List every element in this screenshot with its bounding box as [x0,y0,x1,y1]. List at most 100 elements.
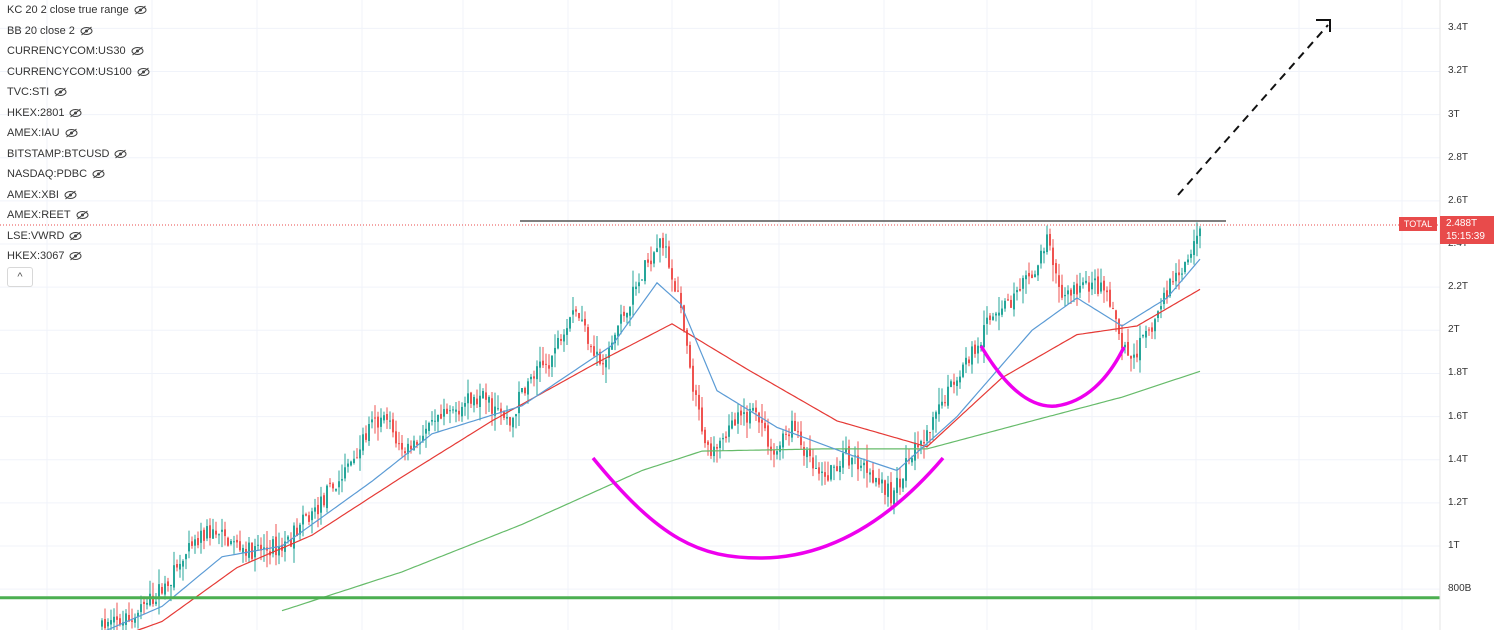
candle [617,325,619,346]
eye-hidden-icon[interactable] [80,26,93,36]
candle [947,374,949,409]
legend-item[interactable]: CURRENCYCOM:US100 [7,62,150,83]
candle [941,388,943,409]
candle [575,306,577,317]
candle [887,475,889,507]
candle [1190,249,1192,263]
candle [1064,287,1066,307]
candle [1013,282,1015,317]
candle [1154,317,1156,340]
candle [722,433,724,451]
candle [494,392,496,431]
legend-item[interactable]: CURRENCYCOM:US30 [7,41,150,62]
legend-item[interactable]: AMEX:IAU [7,123,150,144]
candle [551,355,553,378]
candle [191,536,193,549]
candle [1193,229,1195,265]
candle [878,468,880,488]
eye-hidden-icon[interactable] [64,190,77,200]
candle [749,402,751,429]
legend-item[interactable]: LSE:VWRD [7,226,150,247]
candle [194,534,196,554]
candle [707,439,709,456]
eye-hidden-icon[interactable] [69,231,82,241]
candle [434,409,436,432]
candle [992,312,994,321]
candle [950,379,952,388]
candle [977,337,979,364]
candle [968,356,970,367]
eye-hidden-icon[interactable] [76,210,89,220]
candle [299,522,301,540]
candle [344,453,346,482]
candle [902,478,904,492]
candle [626,312,628,324]
candle [269,540,271,565]
handle-arc[interactable] [979,345,1126,408]
eye-hidden-icon[interactable] [134,5,147,15]
candle [1049,228,1051,251]
candle [1100,268,1102,294]
legend-item[interactable]: BB 20 close 2 [7,21,150,42]
candle [200,522,202,554]
candle [152,582,154,607]
candle [515,413,517,429]
candle [893,487,895,515]
candle [692,358,694,401]
eye-hidden-icon[interactable] [65,128,78,138]
legend-item[interactable]: AMEX:XBI [7,185,150,206]
candle [1115,309,1117,332]
candle [329,478,331,488]
candle [458,400,460,422]
eye-hidden-icon[interactable] [69,251,82,261]
candle [1139,325,1141,373]
eye-hidden-icon[interactable] [54,87,67,97]
candle [188,530,190,559]
candle [431,411,433,426]
legend-collapse-button[interactable]: ^ [7,267,33,287]
candle [953,373,955,394]
eye-hidden-icon[interactable] [137,67,150,77]
legend-item[interactable]: HKEX:2801 [7,103,150,124]
candle [782,430,784,459]
candle [479,383,481,421]
legend-item[interactable]: HKEX:3067 [7,246,150,267]
candle [728,414,730,443]
legend-item[interactable]: AMEX:REET [7,205,150,226]
candle [638,273,640,294]
candle [104,608,106,630]
y-tick-label: 800B [1448,583,1472,595]
symbol-tag: TOTAL [1399,217,1437,231]
candle [650,246,652,272]
candle [644,260,646,285]
candle [1106,286,1108,302]
ma-mid-line [136,288,1201,630]
y-tick-label: 1.2T [1448,496,1469,508]
candle [983,310,985,364]
candle [491,391,493,426]
candle [164,575,166,600]
candle [1163,287,1165,310]
candle [332,482,334,492]
candle [1070,287,1072,305]
legend-item[interactable]: KC 20 2 close true range [7,0,150,21]
legend-item[interactable]: TVC:STI [7,82,150,103]
candle [914,432,916,471]
candle [689,341,691,369]
candle [665,233,667,259]
eye-hidden-icon[interactable] [92,169,105,179]
candle [761,403,763,437]
eye-hidden-icon[interactable] [131,46,144,56]
eye-hidden-icon[interactable] [114,149,127,159]
candle [155,592,157,607]
candle [416,439,418,449]
candle [779,441,781,461]
projection-arrow[interactable] [1177,24,1329,196]
candle [353,450,355,465]
legend-item[interactable]: NASDAQ:PDBC [7,164,150,185]
eye-hidden-icon[interactable] [69,108,82,118]
candle [467,379,469,420]
cup-arc[interactable] [591,456,945,560]
legend-item[interactable]: BITSTAMP:BTCUSD [7,144,150,165]
